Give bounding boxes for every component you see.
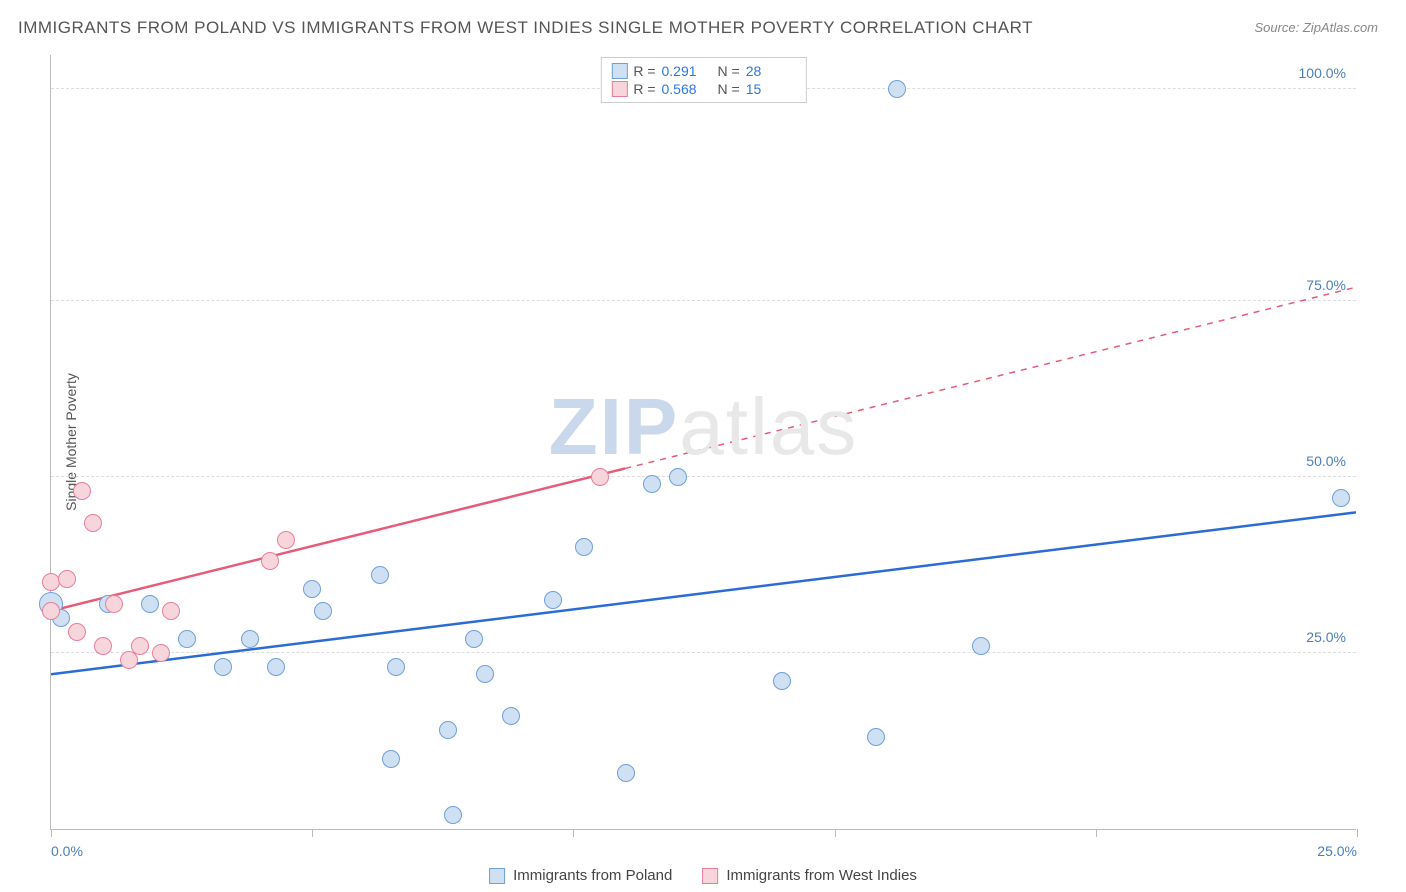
x-tick-label: 25.0% (1317, 843, 1357, 859)
r-value: 0.568 (662, 81, 712, 97)
data-point (444, 806, 462, 824)
data-point (465, 630, 483, 648)
data-point (382, 750, 400, 768)
x-tick (1357, 829, 1358, 837)
r-value: 0.291 (662, 63, 712, 79)
data-point (261, 552, 279, 570)
data-point (267, 658, 285, 676)
data-point (867, 728, 885, 746)
data-point (773, 672, 791, 690)
data-point (972, 637, 990, 655)
data-point (105, 595, 123, 613)
x-tick (1096, 829, 1097, 837)
plot-area: Single Mother Poverty R =0.291N =28R =0.… (50, 55, 1356, 830)
data-point (94, 637, 112, 655)
y-tick-label: 50.0% (1306, 453, 1346, 469)
data-point (141, 595, 159, 613)
data-point (439, 721, 457, 739)
data-point (277, 531, 295, 549)
n-value: 28 (746, 63, 796, 79)
n-value: 15 (746, 81, 796, 97)
n-label: N = (718, 81, 740, 97)
data-point (152, 644, 170, 662)
data-point (131, 637, 149, 655)
gridline-h (51, 300, 1356, 301)
data-point (42, 602, 60, 620)
legend-swatch (611, 63, 627, 79)
data-point (476, 665, 494, 683)
y-tick-label: 100.0% (1299, 65, 1346, 81)
data-point (387, 658, 405, 676)
r-label: R = (633, 81, 655, 97)
y-tick-label: 75.0% (1306, 277, 1346, 293)
data-point (68, 623, 86, 641)
legend-swatch (702, 868, 718, 884)
data-point (73, 482, 91, 500)
x-tick-label: 0.0% (51, 843, 83, 859)
gridline-h (51, 652, 1356, 653)
r-label: R = (633, 63, 655, 79)
data-point (544, 591, 562, 609)
correlation-legend: R = 0.291 N = 28 R = 0.568 N = 15 (600, 57, 806, 103)
legend-item: Immigrants from Poland (489, 867, 672, 884)
r-legend-row: R = 0.568 N = 15 (611, 80, 795, 98)
trendlines-svg (51, 55, 1356, 829)
data-point (575, 538, 593, 556)
data-point (643, 475, 661, 493)
legend-swatch (489, 868, 505, 884)
data-point (314, 602, 332, 620)
x-tick (835, 829, 836, 837)
legend-swatch (611, 81, 627, 97)
data-point (303, 580, 321, 598)
legend-item: Immigrants from West Indies (702, 867, 917, 884)
bottom-legend: Immigrants from Poland Immigrants from We… (489, 867, 917, 884)
data-point (1332, 489, 1350, 507)
data-point (502, 707, 520, 725)
watermark: ZIPatlas (549, 381, 858, 473)
y-tick-label: 25.0% (1306, 629, 1346, 645)
data-point (669, 468, 687, 486)
n-label: N = (718, 63, 740, 79)
data-point (162, 602, 180, 620)
data-point (617, 764, 635, 782)
gridline-h (51, 476, 1356, 477)
data-point (591, 468, 609, 486)
data-point (214, 658, 232, 676)
source-label: Source: ZipAtlas.com (1254, 20, 1378, 35)
x-tick (312, 829, 313, 837)
data-point (241, 630, 259, 648)
data-point (84, 514, 102, 532)
data-point (58, 570, 76, 588)
x-tick (573, 829, 574, 837)
legend-label: Immigrants from West Indies (726, 867, 917, 884)
chart-title: IMMIGRANTS FROM POLAND VS IMMIGRANTS FRO… (18, 18, 1033, 38)
x-tick (51, 829, 52, 837)
r-legend-row: R = 0.291 N = 28 (611, 62, 795, 80)
legend-label: Immigrants from Poland (513, 867, 672, 884)
data-point (371, 566, 389, 584)
data-point (888, 80, 906, 98)
data-point (178, 630, 196, 648)
